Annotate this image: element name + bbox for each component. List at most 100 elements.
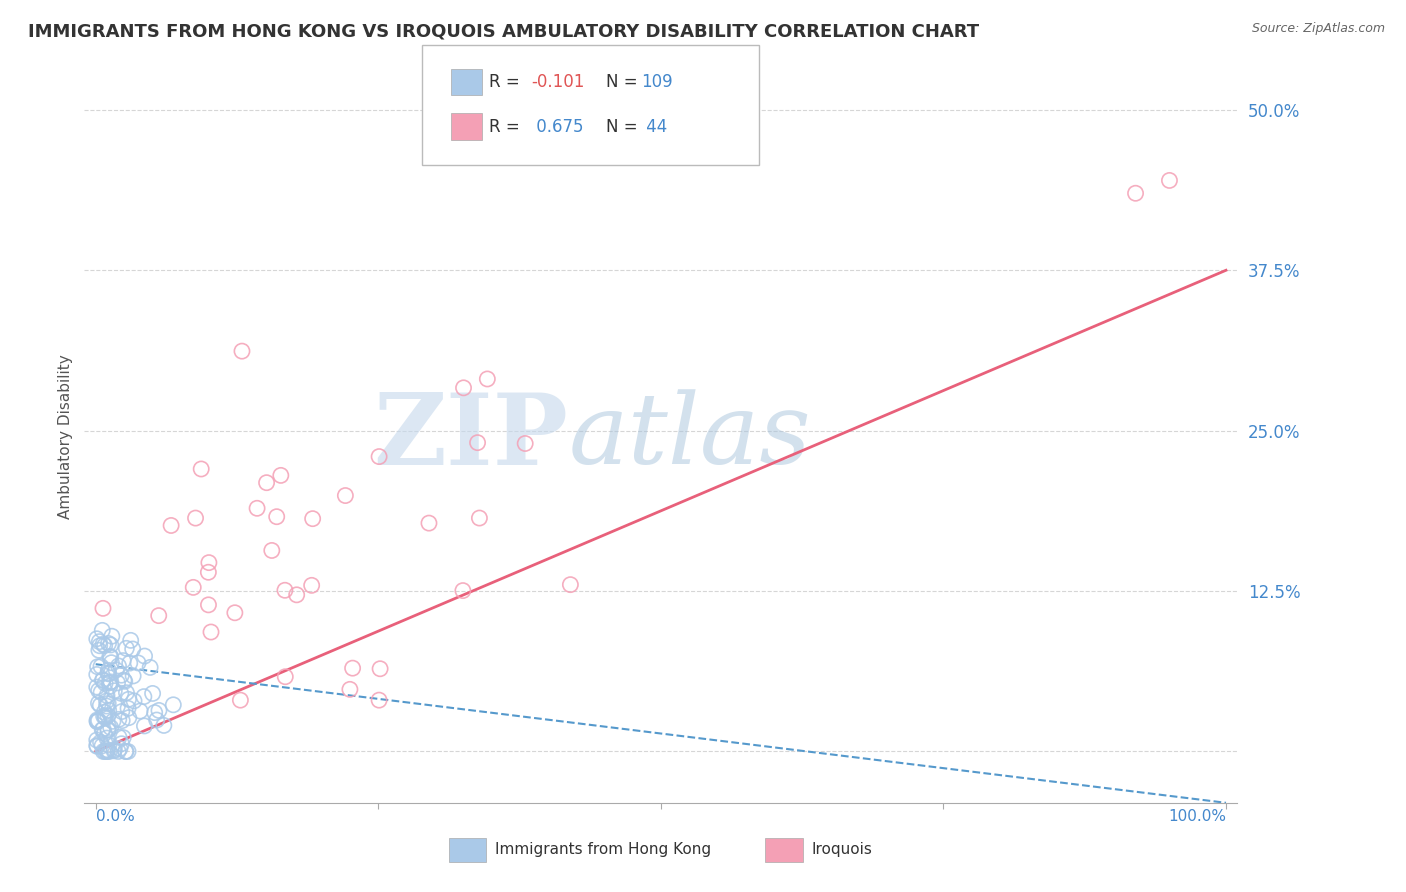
Point (301, 511, 323, 525)
Point (103, 683, 125, 698)
Point (418, 516, 440, 530)
Point (94, 709, 117, 723)
Point (342, 661, 364, 675)
Point (94, 711, 117, 725)
Point (93, 709, 115, 723)
Point (90, 659, 112, 673)
Y-axis label: Ambulatory Disability: Ambulatory Disability (58, 355, 73, 519)
Point (91, 722, 114, 736)
Point (112, 731, 135, 745)
Point (100, 649, 122, 664)
Point (115, 744, 138, 758)
Point (274, 670, 297, 684)
Point (231, 344, 253, 359)
Point (118, 711, 141, 725)
Point (96, 731, 118, 745)
Point (98, 649, 121, 664)
Point (86, 714, 108, 729)
Text: R =: R = (489, 73, 526, 91)
Text: Source: ZipAtlas.com: Source: ZipAtlas.com (1251, 22, 1385, 36)
Point (256, 475, 278, 490)
Point (515, 436, 537, 450)
Text: Iroquois: Iroquois (811, 842, 872, 856)
Text: 100.0%: 100.0% (1168, 809, 1226, 824)
Point (86, 739, 108, 753)
Point (105, 663, 128, 677)
Point (91, 673, 114, 687)
Point (97, 708, 120, 723)
Point (98, 744, 121, 758)
Point (112, 654, 135, 668)
Point (100, 656, 122, 670)
Point (108, 741, 131, 756)
Point (301, 578, 323, 592)
Point (96, 744, 118, 758)
Point (120, 633, 142, 648)
Point (97, 703, 120, 717)
Point (200, 625, 222, 640)
Text: IMMIGRANTS FROM HONG KONG VS IROQUOIS AMBULATORY DISABILITY CORRELATION CHART: IMMIGRANTS FROM HONG KONG VS IROQUOIS AM… (28, 22, 979, 40)
Point (560, 577, 582, 591)
Point (224, 606, 246, 620)
Text: atlas: atlas (568, 390, 811, 484)
Point (451, 583, 474, 598)
Point (91, 601, 114, 615)
Point (117, 744, 139, 758)
Point (115, 641, 138, 656)
Point (115, 686, 138, 700)
Point (129, 704, 152, 718)
Point (101, 629, 124, 643)
Text: Immigrants from Hong Kong: Immigrants from Hong Kong (495, 842, 711, 856)
Point (122, 669, 145, 683)
Point (270, 468, 292, 483)
Point (87, 643, 110, 657)
Point (103, 744, 125, 758)
Text: R =: R = (489, 118, 526, 136)
Point (86, 713, 108, 727)
Point (97, 697, 120, 711)
Text: -0.101: -0.101 (531, 73, 585, 91)
Point (142, 686, 165, 700)
Point (190, 462, 212, 476)
Point (110, 737, 132, 751)
Point (97, 663, 120, 677)
Text: 109: 109 (641, 73, 672, 91)
Point (107, 699, 129, 714)
Point (274, 583, 297, 598)
Point (97, 636, 120, 650)
Point (107, 676, 129, 690)
Point (114, 674, 136, 689)
Point (86, 680, 108, 694)
Point (96, 742, 118, 756)
Point (368, 693, 391, 707)
Point (91, 637, 114, 651)
Point (110, 686, 132, 700)
Point (89, 698, 111, 713)
Point (91, 744, 114, 758)
Point (96, 689, 118, 703)
Point (89, 634, 111, 648)
Point (98, 679, 121, 693)
Point (86, 632, 108, 646)
Point (90, 735, 112, 749)
Point (339, 682, 361, 697)
Point (97, 723, 120, 737)
Point (107, 659, 129, 673)
Point (93, 705, 115, 719)
Point (368, 662, 391, 676)
Point (86, 739, 108, 754)
Point (91, 624, 114, 638)
Point (100, 674, 122, 689)
Point (121, 642, 143, 657)
Point (1159, 173, 1181, 187)
Point (122, 694, 145, 708)
Point (160, 518, 183, 533)
Point (143, 706, 166, 720)
Point (184, 511, 207, 525)
Point (87, 714, 110, 728)
Text: 0.0%: 0.0% (96, 809, 135, 824)
Point (96, 694, 118, 708)
Point (94, 744, 117, 758)
Point (87, 683, 110, 698)
Point (132, 690, 155, 704)
